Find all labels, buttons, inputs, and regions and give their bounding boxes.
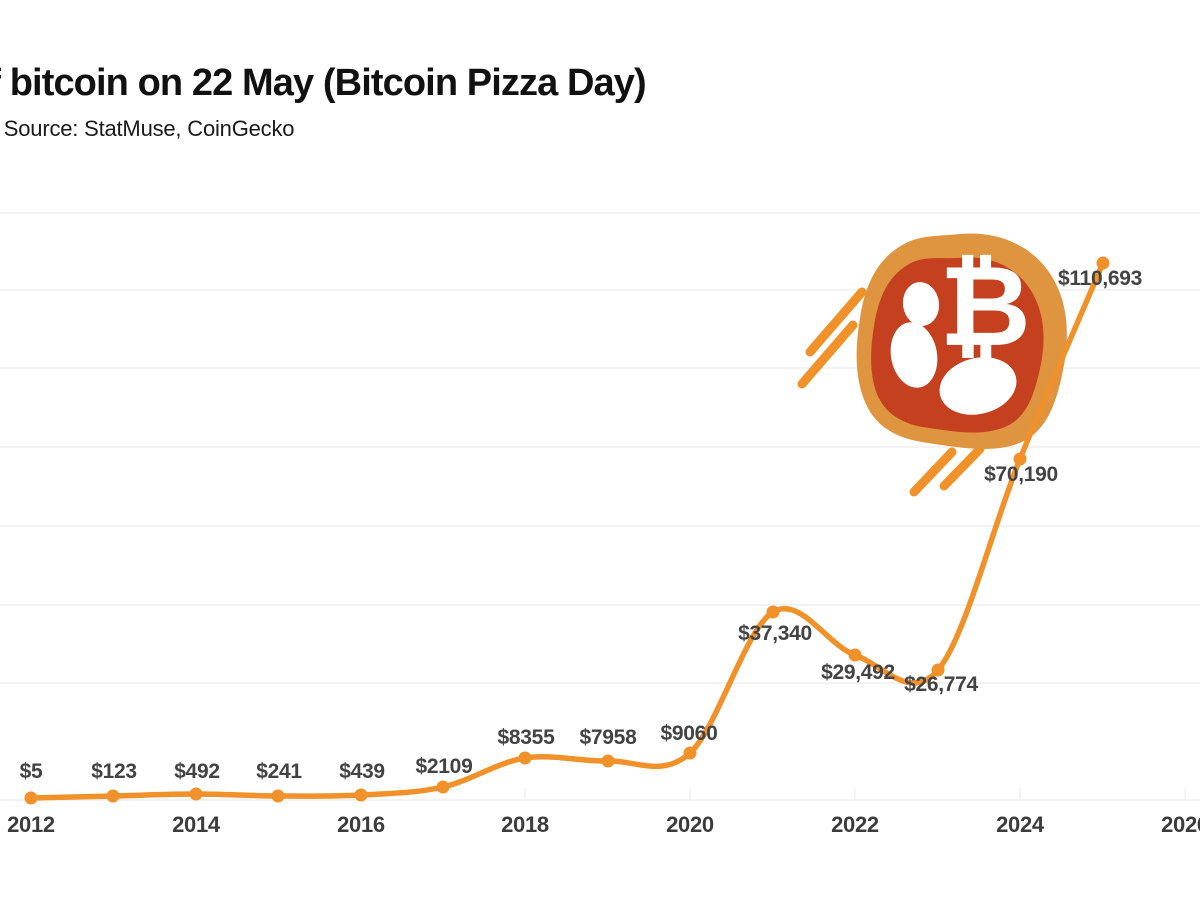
- data-point-label: $439: [339, 760, 385, 783]
- pizza-cheese-blob-icon: [890, 322, 938, 388]
- speed-lines-icon: [797, 287, 985, 497]
- data-point-marker[interactable]: [931, 663, 945, 677]
- x-axis-tick-label: 2016: [337, 812, 385, 837]
- data-point-marker[interactable]: [518, 751, 532, 765]
- data-point-label: $241: [256, 760, 302, 783]
- x-axis-tick-label: 2022: [831, 812, 879, 837]
- price-line: [28, 260, 1106, 801]
- data-point-marker[interactable]: [683, 746, 697, 760]
- data-point-label: $9060: [660, 722, 718, 745]
- page-title: of bitcoin on 22 May (Bitcoin Pizza Day): [0, 62, 647, 104]
- data-point-label: $37,340: [738, 622, 812, 645]
- data-point-label: $26,774: [904, 673, 978, 696]
- data-point-markers: [24, 256, 1110, 805]
- data-point-marker[interactable]: [189, 787, 203, 801]
- bitcoin-pizza-illustration: ₿: [797, 233, 1067, 497]
- data-point-marker[interactable]: [24, 791, 38, 805]
- x-axis-tick-label: 2020: [666, 812, 714, 837]
- x-axis-tick-label: 2018: [501, 812, 549, 837]
- x-axis-tick-label: 2014: [172, 812, 220, 837]
- pizza-cheese-blob-icon: [902, 282, 940, 326]
- data-point-label: $5: [19, 760, 43, 783]
- data-point-marker[interactable]: [1096, 256, 1110, 270]
- x-axis-tick-label: 2026: [1161, 812, 1200, 837]
- data-point-label: $7958: [579, 726, 637, 749]
- data-point-marker[interactable]: [601, 754, 615, 768]
- bitcoin-symbol-icon: ₿: [939, 242, 1030, 372]
- chart-subtitle-source: 0 / Source: StatMuse, CoinGecko: [0, 116, 295, 141]
- data-point-label: $8355: [497, 726, 555, 749]
- x-axis-tick-label: 2012: [7, 812, 55, 837]
- pizza-cheese-blob-icon: [939, 357, 1017, 415]
- data-point-label: $110,693: [1057, 267, 1143, 290]
- data-point-marker[interactable]: [354, 788, 368, 802]
- data-point-label: $492: [174, 760, 220, 783]
- data-point-label: $123: [91, 760, 137, 783]
- data-point-marker[interactable]: [106, 789, 120, 803]
- x-axis-tick-label: 2024: [996, 812, 1044, 837]
- data-point-label: $70,190: [984, 463, 1058, 486]
- data-point-marker[interactable]: [766, 605, 780, 619]
- data-point-marker[interactable]: [436, 780, 450, 794]
- data-point-marker[interactable]: [848, 648, 862, 662]
- data-point-label: $29,492: [821, 661, 895, 684]
- data-point-label: $2109: [415, 755, 473, 778]
- data-point-marker[interactable]: [271, 789, 285, 803]
- data-point-marker[interactable]: [1013, 452, 1027, 466]
